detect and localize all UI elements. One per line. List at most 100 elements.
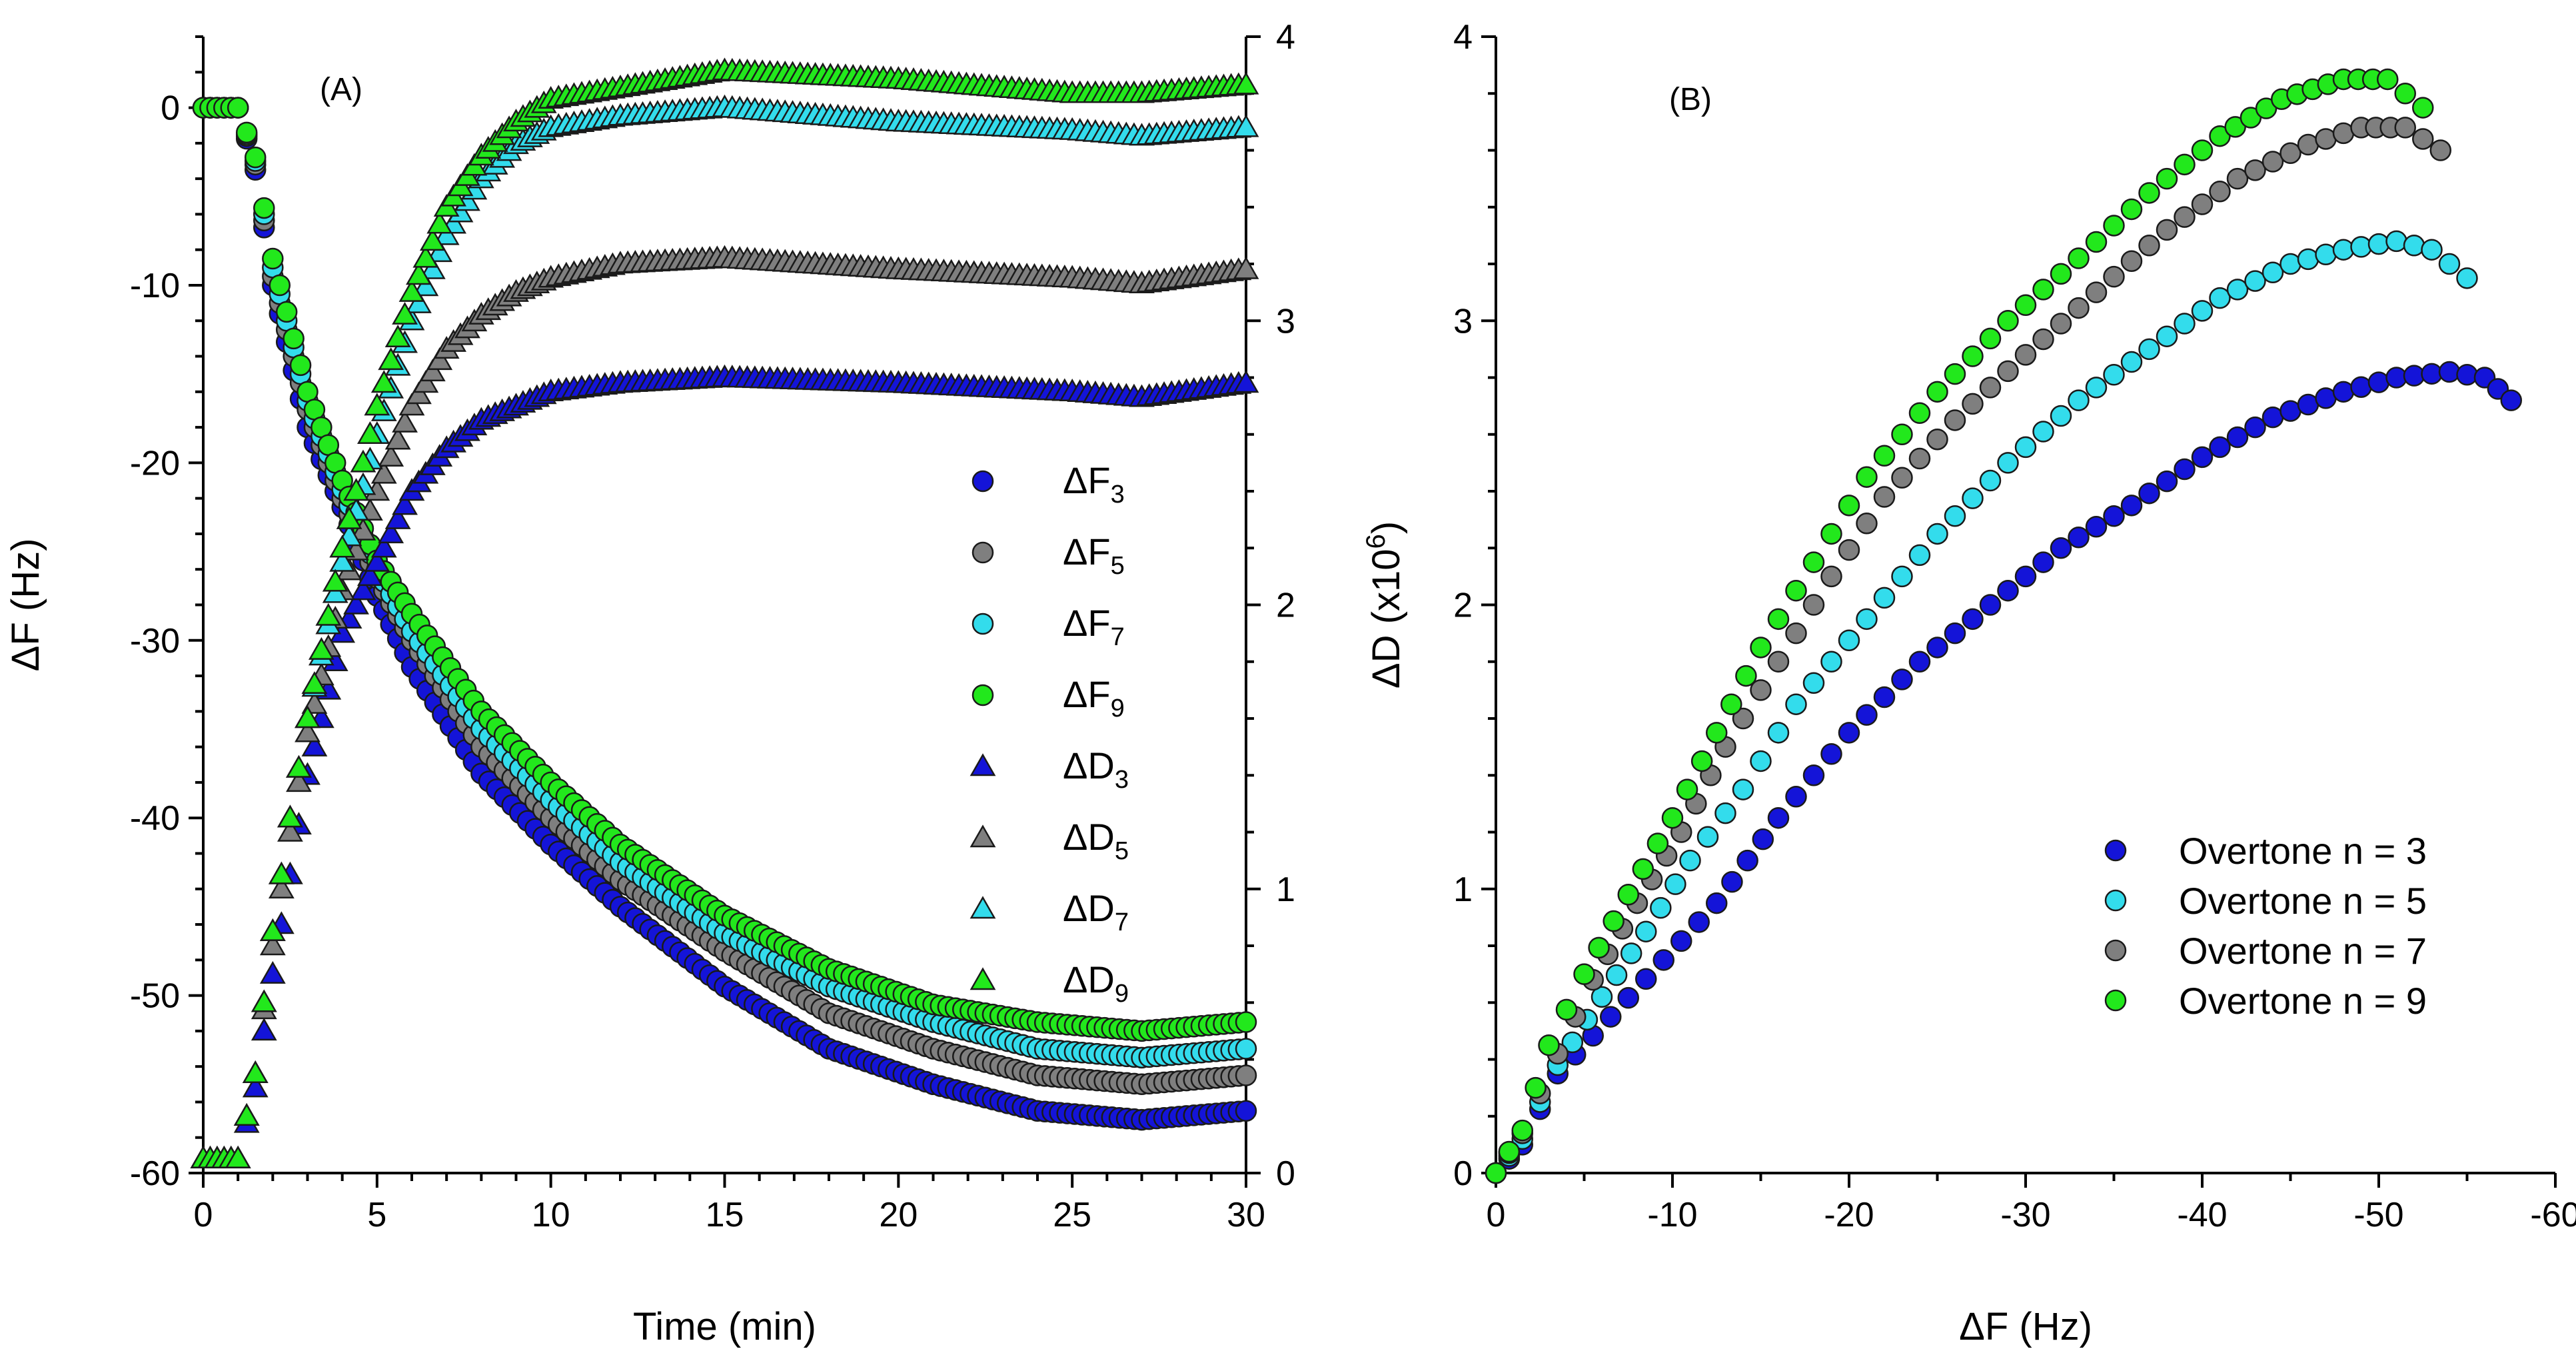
data-point <box>1690 750 1713 772</box>
data-point <box>283 327 305 350</box>
data-point <box>419 256 446 279</box>
data-point <box>343 478 369 501</box>
x-tick-label: 30 <box>1227 1196 1265 1234</box>
panel-label-a: (A) <box>320 72 362 107</box>
data-point <box>2103 265 2125 288</box>
data-point <box>1620 942 1642 964</box>
data-point <box>398 393 425 416</box>
data-point <box>1525 1076 1547 1099</box>
data-point <box>1802 672 1825 694</box>
data-point <box>2385 367 2407 389</box>
data-point <box>262 247 284 270</box>
data-point <box>2050 313 2072 335</box>
data-point <box>275 301 298 323</box>
data-point <box>1735 665 1757 687</box>
legend-marker <box>971 470 994 493</box>
legend-label: ΔF5 <box>1063 531 1125 580</box>
left-y-axis-title: ΔF (Hz) <box>4 539 47 672</box>
y-tick-label: 2 <box>1453 587 1473 625</box>
data-point <box>2244 159 2266 181</box>
data-point <box>1944 505 1966 527</box>
data-point <box>2085 516 2108 538</box>
data-point <box>336 506 362 529</box>
legend-label: ΔD5 <box>1063 816 1129 865</box>
data-point <box>426 211 453 234</box>
data-point <box>1617 884 1639 906</box>
legend-label: Overtone n = 9 <box>2179 980 2427 1022</box>
data-point <box>364 549 390 572</box>
data-point <box>2068 297 2090 319</box>
data-point <box>2350 236 2372 258</box>
data-point <box>277 804 303 828</box>
data-point <box>1498 1140 1521 1163</box>
data-point <box>1600 1006 1622 1028</box>
data-point <box>242 1074 269 1098</box>
data-point <box>2394 117 2416 139</box>
legend-b: Overtone n = 3 Overtone n = 5 Overtone n =… <box>2104 830 2427 1022</box>
panel-label-b: (B) <box>1669 82 1712 117</box>
data-point <box>2174 458 2196 481</box>
series-Overtone-n-=-9 <box>1485 68 2434 1184</box>
data-point <box>2138 235 2160 257</box>
data-point <box>433 222 460 245</box>
data-point <box>277 818 303 842</box>
data-point <box>1785 579 1807 602</box>
data-point <box>2412 128 2434 150</box>
data-point <box>1926 428 1948 451</box>
data-point <box>1873 445 1896 467</box>
legend-marker <box>971 613 994 635</box>
x-axis-title: ΔF (Hz) <box>1959 1305 2092 1348</box>
series-Overtone-n-=-3 <box>1485 361 2522 1184</box>
data-point <box>1997 360 2019 383</box>
data-point <box>1908 402 1931 425</box>
data-point <box>329 535 356 558</box>
x-tick-label: -20 <box>1824 1196 1874 1234</box>
data-point <box>1767 806 1790 829</box>
data-point <box>2421 363 2443 385</box>
data-point <box>1908 447 1931 470</box>
data-point <box>384 427 411 450</box>
left-y-tick-label: -10 <box>130 267 180 305</box>
right-y-tick-label: 1 <box>1276 870 1295 909</box>
left-y-tick-label: -50 <box>130 977 180 1016</box>
data-point <box>1485 1162 1507 1184</box>
data-point <box>2500 389 2522 411</box>
data-point <box>2085 231 2108 253</box>
data-point <box>235 121 258 144</box>
data-point <box>295 719 321 742</box>
data-point <box>322 580 348 603</box>
data-point <box>1802 764 1825 786</box>
data-point <box>392 409 418 433</box>
data-point <box>308 637 334 660</box>
series-ΔD9 <box>190 57 1259 1168</box>
data-point <box>1235 1038 1257 1060</box>
data-point <box>1962 608 1984 631</box>
legend-label: ΔD9 <box>1063 958 1129 1008</box>
data-point <box>2412 97 2434 119</box>
data-point <box>233 1102 260 1126</box>
data-point <box>2032 551 2054 573</box>
data-point <box>398 279 425 302</box>
data-point <box>1962 345 1984 367</box>
data-point <box>1997 452 2019 474</box>
data-point <box>1944 363 1966 385</box>
data-point <box>227 97 249 119</box>
y-tick-label: 0 <box>1453 1154 1473 1193</box>
data-point <box>1233 71 1259 95</box>
data-point <box>2050 537 2072 559</box>
data-point <box>1555 998 1578 1021</box>
data-point <box>1635 920 1657 942</box>
data-point <box>2209 181 2231 203</box>
x-tick-label: -60 <box>2530 1196 2576 1234</box>
data-point <box>350 449 376 473</box>
legend-label: ΔD3 <box>1063 744 1129 794</box>
data-point <box>406 290 432 313</box>
data-point <box>1664 873 1686 895</box>
data-point <box>1908 651 1931 673</box>
data-point <box>2174 206 2196 228</box>
data-point <box>2014 436 2037 459</box>
data-point <box>1588 936 1610 959</box>
data-point <box>1944 409 1966 431</box>
data-point <box>1603 910 1624 932</box>
